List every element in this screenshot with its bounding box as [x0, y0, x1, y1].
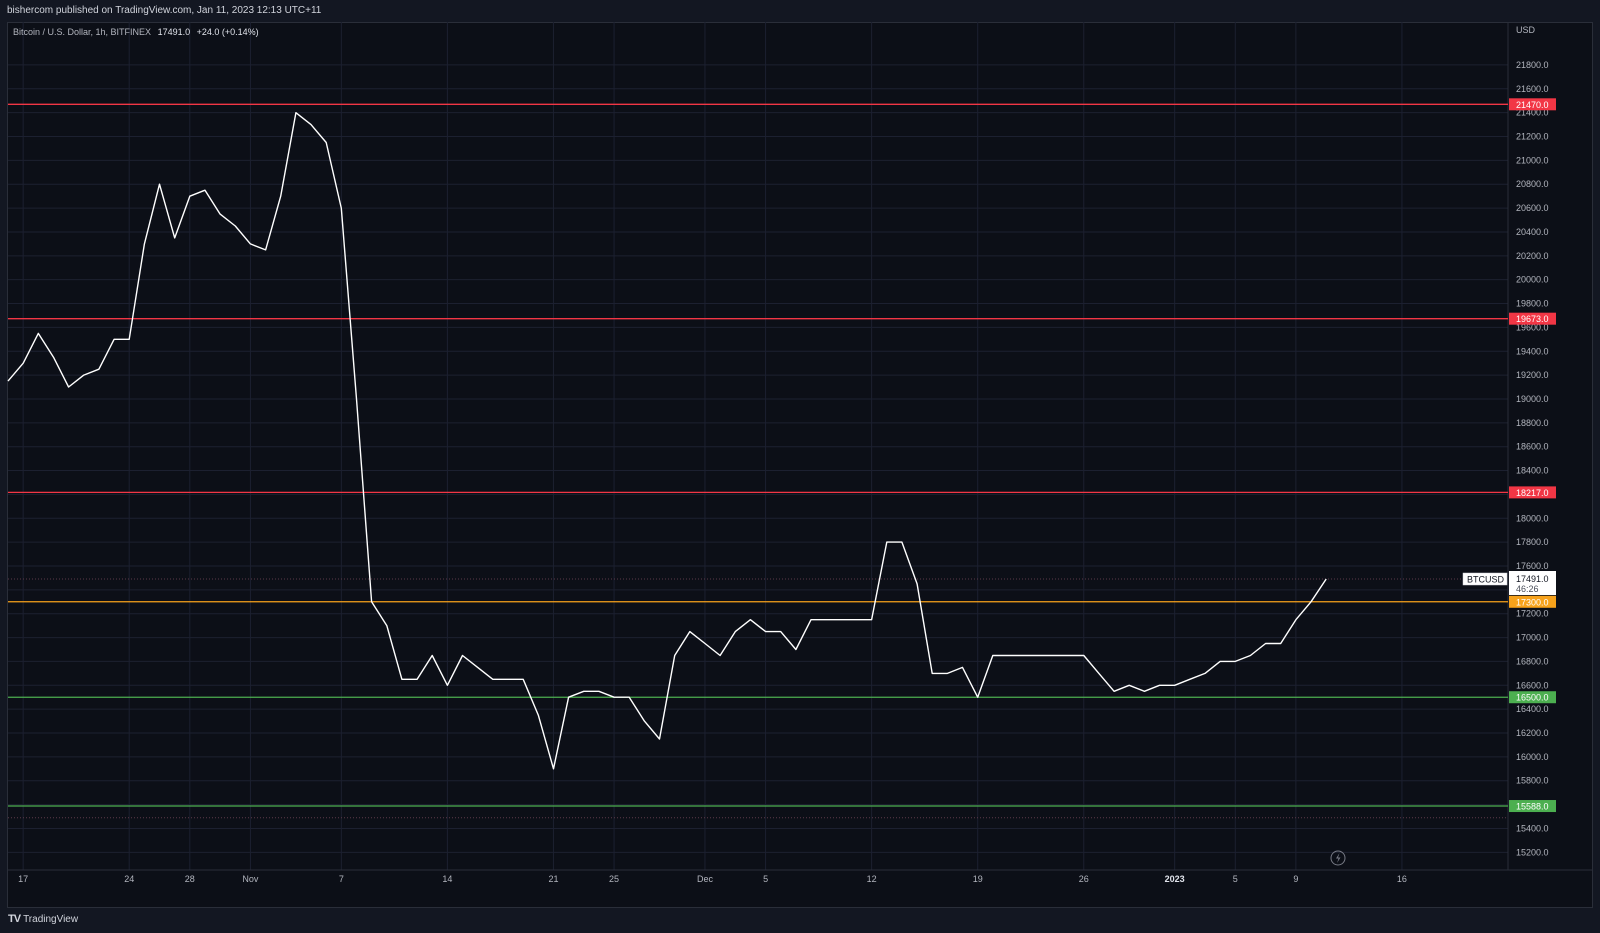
bar-countdown-label: 46:26: [1516, 584, 1539, 594]
price-axis-tick-label: 16400.0: [1516, 704, 1549, 714]
price-axis-tick-label: 18600.0: [1516, 442, 1549, 452]
pivot-level-label: 17300.0: [1516, 597, 1549, 607]
price-axis-tick-label: 19800.0: [1516, 299, 1549, 309]
time-axis-tick-label: 14: [442, 874, 452, 884]
time-axis-tick-label: Nov: [242, 874, 259, 884]
price-axis-tick-label: 15800.0: [1516, 776, 1549, 786]
symbol-tag: [1462, 572, 1508, 586]
time-axis-tick-label: 2023: [1165, 874, 1185, 884]
price-axis-tick-label: 21800.0: [1516, 60, 1549, 70]
footer: TV TradingView: [0, 908, 1600, 933]
time-axis-tick-label: 24: [124, 874, 134, 884]
legend-last-price: 17491.0: [157, 27, 191, 37]
price-axis-tick-label: 15400.0: [1516, 823, 1549, 833]
price-axis-tick-label: 21000.0: [1516, 155, 1549, 165]
time-axis-tick-label: 21: [548, 874, 558, 884]
price-axis-tick-label: 20000.0: [1516, 275, 1549, 285]
time-axis-tick-label: 12: [867, 874, 877, 884]
last-price-tag: [1509, 571, 1556, 595]
resistance-level-tag: [1509, 98, 1556, 111]
support-level-tag: [1509, 800, 1556, 813]
price-axis-tick-label: 20400.0: [1516, 227, 1549, 237]
flash-icon[interactable]: [1330, 850, 1346, 866]
published-info: bishercom published on TradingView.com, …: [7, 5, 322, 16]
time-axis-tick-label: 26: [1079, 874, 1089, 884]
symbol-legend: Bitcoin / U.S. Dollar, 1h, BITFINEX 1749…: [13, 27, 259, 37]
time-axis-tick-label: 28: [185, 874, 195, 884]
resistance-level-tag: [1509, 312, 1556, 325]
time-axis-tick-label: 17: [18, 874, 28, 884]
time-axis-tick-label: 9: [1293, 874, 1298, 884]
price-axis-tick-label: 16200.0: [1516, 728, 1549, 738]
price-axis-tick-label: 18400.0: [1516, 466, 1549, 476]
price-axis-tick-label: 18800.0: [1516, 418, 1549, 428]
price-axis-tick-label: 20600.0: [1516, 203, 1549, 213]
price-axis-tick-label: 17000.0: [1516, 633, 1549, 643]
chart-frame[interactable]: [7, 22, 1593, 908]
time-axis-tick-label: 5: [1233, 874, 1238, 884]
time-axis-tick-label: 19: [973, 874, 983, 884]
price-axis-tick-label: 20200.0: [1516, 251, 1549, 261]
tradingview-brand: TradingView: [23, 914, 79, 925]
last-price-label: 17491.0: [1516, 574, 1549, 584]
price-axis-tick-label: 21600.0: [1516, 84, 1549, 94]
resistance-level-label: 19673.0: [1516, 314, 1549, 324]
support-level-label: 16500.0: [1516, 693, 1549, 703]
price-axis-tick-label: 16000.0: [1516, 752, 1549, 762]
price-axis-tick-label: 16600.0: [1516, 680, 1549, 690]
price-axis-tick-label: 17800.0: [1516, 537, 1549, 547]
symbol-tag-label: BTCUSD: [1467, 575, 1505, 585]
tv-logo-icon: TV: [8, 913, 21, 925]
price-axis-tick-label: 17600.0: [1516, 561, 1549, 571]
price-axis-tick-label: 21200.0: [1516, 132, 1549, 142]
pivot-level-tag: [1509, 595, 1556, 608]
price-axis-tick-label: 19600.0: [1516, 322, 1549, 332]
symbol-title: Bitcoin / U.S. Dollar, 1h, BITFINEX: [13, 27, 152, 37]
price-axis-tick-label: 19200.0: [1516, 370, 1549, 380]
price-axis-tick-label: 19400.0: [1516, 346, 1549, 356]
time-axis-tick-label: 16: [1397, 874, 1407, 884]
price-axis-tick-label: 15200.0: [1516, 847, 1549, 857]
support-level-label: 15588.0: [1516, 802, 1549, 812]
flash-icon-bolt: [1336, 853, 1341, 863]
support-level-tag: [1509, 691, 1556, 704]
resistance-level-tag: [1509, 486, 1556, 499]
price-axis-unit: USD: [1516, 25, 1536, 35]
time-axis-tick-label: 7: [339, 874, 344, 884]
resistance-level-label: 21470.0: [1516, 100, 1549, 110]
price-axis-tick-label: 21400.0: [1516, 108, 1549, 118]
price-axis-tick-label: 17200.0: [1516, 609, 1549, 619]
top-bar: bishercom published on TradingView.com, …: [0, 0, 1600, 22]
price-axis-tick-label: 20800.0: [1516, 179, 1549, 189]
time-axis-tick-label: Dec: [697, 874, 714, 884]
tradingview-logo[interactable]: TV TradingView: [8, 913, 78, 925]
price-axis-tick-label: 19000.0: [1516, 394, 1549, 404]
price-axis-tick-label: 16800.0: [1516, 656, 1549, 666]
time-axis-tick-label: 25: [609, 874, 619, 884]
price-axis-tick-label: 18000.0: [1516, 513, 1549, 523]
resistance-level-label: 18217.0: [1516, 488, 1549, 498]
time-axis-tick-label: 5: [763, 874, 768, 884]
price-series-line: [7, 112, 1327, 770]
legend-change: +24.0 (+0.14%): [196, 27, 259, 37]
